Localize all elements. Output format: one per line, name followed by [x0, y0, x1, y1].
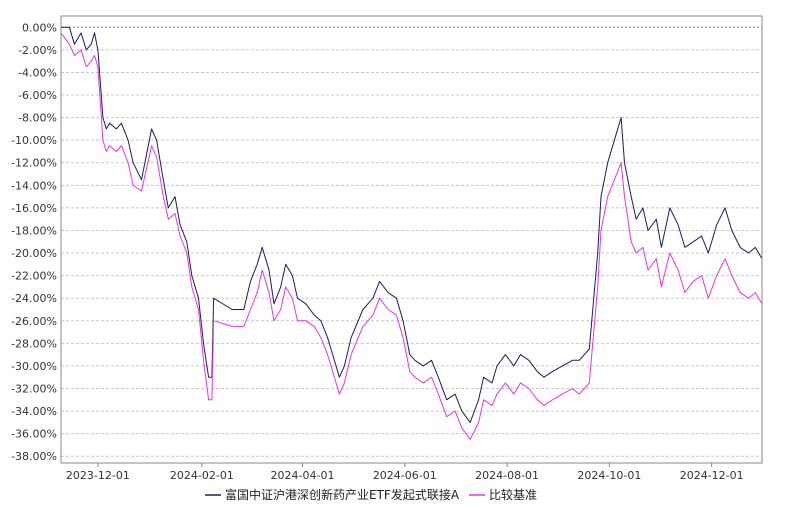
y-tick-label: -18.00% — [11, 224, 57, 237]
legend-label-1: 富国中证沪港深创新药产业ETF发起式联接A — [225, 487, 460, 502]
y-tick-label: -36.00% — [11, 428, 57, 441]
y-tick-label: -34.00% — [11, 405, 57, 418]
x-tick-label: 2024-10-01 — [577, 469, 641, 482]
y-tick-label: -22.00% — [11, 270, 57, 283]
x-tick-label: 2024-06-01 — [373, 469, 437, 482]
series-line-2 — [60, 32, 763, 440]
y-tick-label: -20.00% — [11, 247, 57, 260]
y-tick-label: -6.00% — [18, 89, 57, 102]
plot-frame — [60, 15, 763, 464]
x-axis-ticks: 2023-12-01 2024-02-01 2024-04-01 2024-06-01… — [66, 463, 744, 482]
x-tick-label: 2024-04-01 — [271, 469, 335, 482]
x-tick-label: 2024-08-01 — [475, 469, 539, 482]
y-tick-label: -14.00% — [11, 179, 57, 192]
y-tick-label: -10.00% — [11, 134, 57, 147]
y-tick-label: -38.00% — [11, 450, 57, 463]
legend-label-2: 比较基准 — [489, 487, 537, 502]
y-tick-label: -12.00% — [11, 157, 57, 170]
y-tick-label: 0.00% — [22, 21, 57, 34]
y-tick-label: -28.00% — [11, 337, 57, 350]
x-tick-label: 2024-12-01 — [680, 469, 744, 482]
y-axis-ticks: 0.00% -2.00% -4.00% -6.00% -8.00% -10.00% -12.… — [11, 21, 57, 463]
y-tick-label: -2.00% — [18, 44, 57, 57]
y-tick-label: -30.00% — [11, 360, 57, 373]
x-tick-label: 2023-12-01 — [66, 469, 130, 482]
y-tick-label: -24.00% — [11, 292, 57, 305]
x-tick-label: 2024-02-01 — [170, 469, 234, 482]
grid-lines — [61, 26, 762, 457]
legend: 富国中证沪港深创新药产业ETF发起式联接A 比较基准 — [205, 487, 537, 502]
series-lines — [60, 26, 763, 440]
y-tick-label: -4.00% — [18, 66, 57, 79]
y-tick-label: -32.00% — [11, 383, 57, 396]
y-tick-label: -26.00% — [11, 315, 57, 328]
series-line-1 — [61, 26, 763, 423]
y-tick-label: -16.00% — [11, 202, 57, 215]
y-tick-label: -8.00% — [18, 112, 57, 125]
